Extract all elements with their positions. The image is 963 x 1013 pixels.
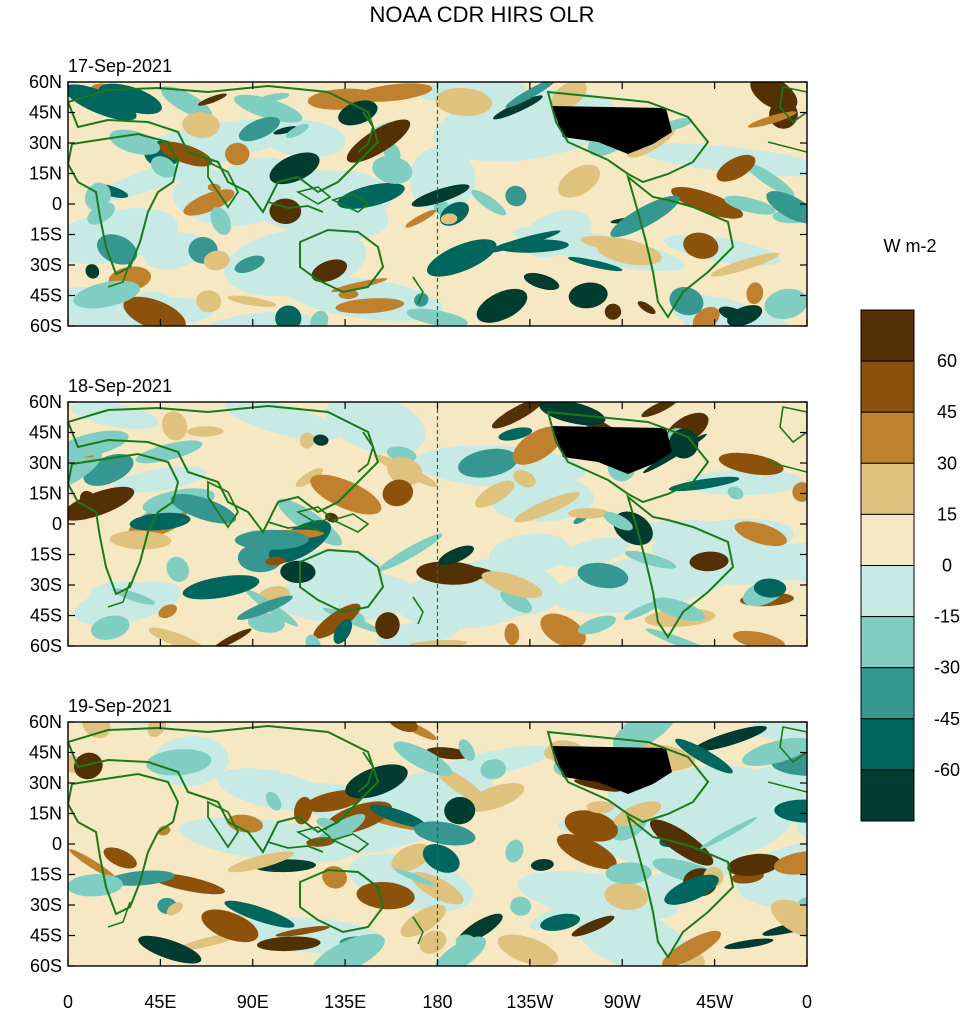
olr-anomaly-field [68, 82, 807, 326]
latitude-label: 30N [29, 133, 62, 153]
longitude-label: 0 [802, 992, 812, 1012]
colorbar-label: 45 [937, 402, 957, 422]
latitude-label: 0 [52, 194, 62, 214]
map-panel: 19-Sep-2021 60N 45N 30N 15N 0 15S 30S 45S 60S [29, 696, 808, 976]
olr-anomaly-field [68, 722, 807, 966]
colorbar-swatch [860, 309, 915, 362]
colorbar-unit: W m-2 [884, 236, 937, 256]
colorbar-swatch [860, 565, 915, 618]
panel-date: 18-Sep-2021 [68, 376, 172, 396]
latitude-label: 60N [29, 72, 62, 92]
latitude-label: 30N [29, 453, 62, 473]
latitude-label: 45S [30, 606, 62, 626]
latitude-label: 15S [30, 865, 62, 885]
colorbar-swatch [860, 616, 915, 669]
colorbar-label: 60 [937, 351, 957, 371]
colorbar-label: 15 [937, 504, 957, 524]
map-panel: 18-Sep-2021 60N 45N 30N 15N 0 15S 30S 45S 60S [29, 376, 808, 656]
colorbar-label: -15 [934, 607, 960, 627]
latitude-label: 15S [30, 545, 62, 565]
latitude-label: 45N [29, 423, 62, 443]
latitude-label: 60N [29, 392, 62, 412]
longitude-label: 135E [324, 992, 366, 1012]
colorbar-swatch [860, 513, 915, 567]
latitude-label: 0 [52, 834, 62, 854]
longitude-label: 135W [506, 992, 553, 1012]
colorbar-swatch [860, 718, 915, 771]
colorbar-label: -45 [934, 709, 960, 729]
latitude-label: 15N [29, 164, 62, 184]
panel-date: 19-Sep-2021 [68, 696, 172, 716]
longitude-label: 180 [422, 992, 452, 1012]
latitude-label: 60S [30, 956, 62, 976]
longitude-label: 90E [237, 992, 269, 1012]
latitude-label: 60S [30, 636, 62, 656]
longitude-label: 0 [63, 992, 73, 1012]
longitude-label: 45W [696, 992, 733, 1012]
latitude-label: 45N [29, 103, 62, 123]
latitude-label: 30S [30, 575, 62, 595]
map-panel: 17-Sep-2021 60N 45N 30N 15N 0 15S 30S 45S 60S [29, 56, 808, 336]
latitude-label: 30S [30, 895, 62, 915]
longitude-label: 90W [604, 992, 641, 1012]
latitude-label: 60S [30, 316, 62, 336]
colorbar-label: 0 [942, 556, 952, 576]
colorbar-label: -60 [934, 760, 960, 780]
colorbar-swatch [860, 360, 915, 413]
colorbar: 60 45 30 15 0 -15 -30 -45 -60 [860, 309, 960, 822]
latitude-label: 30S [30, 255, 62, 275]
latitude-label: 15S [30, 225, 62, 245]
latitude-label: 45S [30, 286, 62, 306]
colorbar-swatch [860, 462, 915, 515]
colorbar-label: -30 [934, 658, 960, 678]
latitude-label: 45N [29, 743, 62, 763]
panel-date: 17-Sep-2021 [68, 56, 172, 76]
olr-anomaly-field [68, 402, 807, 646]
colorbar-label: 30 [937, 453, 957, 473]
latitude-label: 30N [29, 773, 62, 793]
latitude-label: 60N [29, 712, 62, 732]
latitude-label: 0 [52, 514, 62, 534]
latitude-label: 45S [30, 926, 62, 946]
latitude-label: 15N [29, 804, 62, 824]
colorbar-swatch [860, 769, 915, 822]
figure-title: NOAA CDR HIRS OLR [370, 2, 595, 27]
colorbar-swatch [860, 411, 915, 464]
latitude-label: 15N [29, 484, 62, 504]
longitude-axis: 0 45E 90E 135E 180 135W 90W 45W 0 [63, 992, 812, 1012]
longitude-label: 45E [144, 992, 176, 1012]
colorbar-swatch [860, 667, 915, 720]
